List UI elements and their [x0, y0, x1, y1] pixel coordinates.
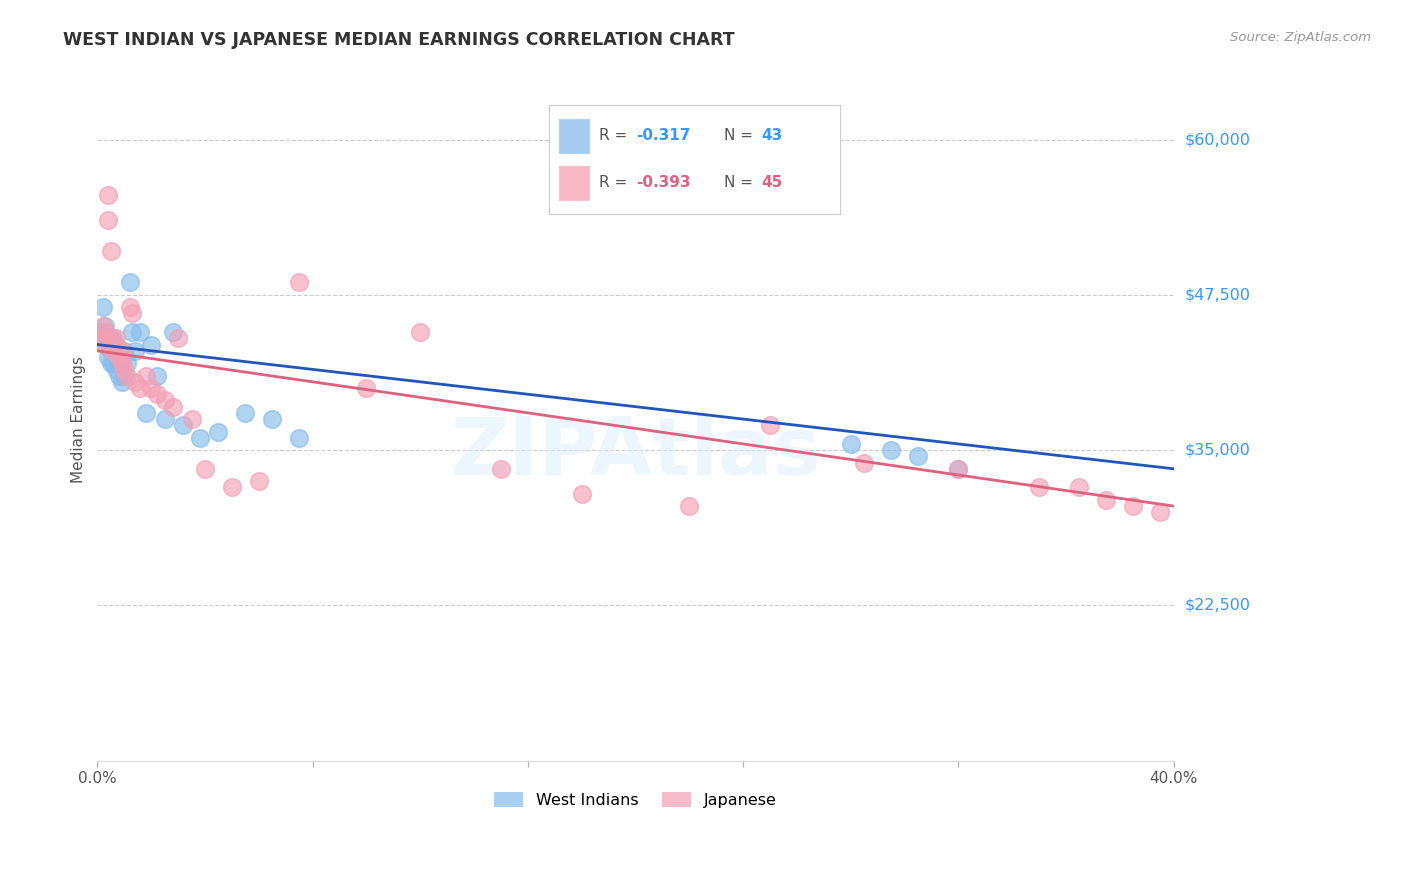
- Point: [1069, 480, 1091, 494]
- Point: [135, 368, 157, 383]
- Point: [162, 325, 184, 339]
- Text: $60,000: $60,000: [1184, 132, 1250, 147]
- Point: [100, 331, 122, 345]
- Point: [115, 368, 138, 383]
- Point: [880, 443, 903, 458]
- Point: [97, 213, 120, 227]
- Point: [105, 362, 128, 376]
- Point: [89, 325, 111, 339]
- Text: ZIPAtlas: ZIPAtlas: [450, 414, 821, 492]
- Point: [135, 406, 157, 420]
- Point: [853, 456, 876, 470]
- Text: $47,500: $47,500: [1184, 287, 1250, 302]
- Point: [1122, 499, 1144, 513]
- Text: $35,000: $35,000: [1184, 442, 1250, 458]
- Point: [121, 306, 143, 320]
- Point: [356, 381, 378, 395]
- Point: [91, 300, 114, 314]
- Point: [115, 356, 138, 370]
- Point: [233, 406, 256, 420]
- Point: [91, 318, 114, 333]
- Point: [129, 381, 152, 395]
- Point: [180, 412, 202, 426]
- Point: [153, 393, 176, 408]
- Point: [188, 431, 211, 445]
- Point: [100, 343, 122, 358]
- Point: [121, 325, 143, 339]
- Text: WEST INDIAN VS JAPANESE MEDIAN EARNINGS CORRELATION CHART: WEST INDIAN VS JAPANESE MEDIAN EARNINGS …: [63, 31, 735, 49]
- Point: [141, 381, 163, 395]
- Point: [103, 343, 125, 358]
- Text: Source: ZipAtlas.com: Source: ZipAtlas.com: [1230, 31, 1371, 45]
- Point: [108, 368, 131, 383]
- Point: [110, 375, 132, 389]
- Point: [1149, 505, 1171, 519]
- Point: [100, 331, 122, 345]
- Y-axis label: Median Earnings: Median Earnings: [72, 356, 86, 483]
- Point: [759, 418, 782, 433]
- Point: [409, 325, 432, 339]
- Point: [145, 368, 167, 383]
- Point: [141, 337, 163, 351]
- Point: [124, 343, 146, 358]
- Point: [103, 356, 125, 370]
- Point: [124, 375, 146, 389]
- Point: [105, 343, 128, 358]
- Point: [948, 462, 970, 476]
- Point: [103, 331, 125, 345]
- Point: [207, 425, 229, 439]
- Point: [108, 350, 131, 364]
- Point: [100, 356, 122, 370]
- Point: [110, 343, 132, 358]
- Point: [94, 337, 117, 351]
- Point: [678, 499, 700, 513]
- Point: [948, 462, 970, 476]
- Point: [108, 356, 131, 370]
- Point: [194, 462, 217, 476]
- Point: [839, 437, 862, 451]
- Point: [262, 412, 284, 426]
- Point: [110, 356, 132, 370]
- Point: [112, 362, 135, 376]
- Point: [100, 244, 122, 259]
- Point: [91, 331, 114, 345]
- Point: [105, 337, 128, 351]
- Point: [172, 418, 194, 433]
- Point: [89, 331, 111, 345]
- Point: [162, 400, 184, 414]
- Point: [112, 343, 135, 358]
- Point: [105, 331, 128, 345]
- Point: [145, 387, 167, 401]
- Point: [288, 431, 311, 445]
- Point: [118, 300, 141, 314]
- Point: [94, 337, 117, 351]
- Point: [97, 188, 120, 202]
- Point: [110, 350, 132, 364]
- Point: [489, 462, 512, 476]
- Point: [571, 486, 593, 500]
- Point: [1028, 480, 1050, 494]
- Point: [118, 276, 141, 290]
- Point: [247, 474, 270, 488]
- Point: [97, 350, 120, 364]
- Point: [167, 331, 190, 345]
- Point: [153, 412, 176, 426]
- Point: [108, 343, 131, 358]
- Point: [1095, 492, 1118, 507]
- Point: [112, 368, 135, 383]
- Point: [221, 480, 243, 494]
- Legend: West Indians, Japanese: West Indians, Japanese: [488, 786, 783, 814]
- Point: [94, 318, 117, 333]
- Point: [907, 450, 929, 464]
- Point: [103, 337, 125, 351]
- Text: $22,500: $22,500: [1184, 598, 1250, 613]
- Point: [94, 325, 117, 339]
- Point: [129, 325, 152, 339]
- Point: [94, 325, 117, 339]
- Point: [97, 331, 120, 345]
- Point: [103, 337, 125, 351]
- Point: [288, 276, 311, 290]
